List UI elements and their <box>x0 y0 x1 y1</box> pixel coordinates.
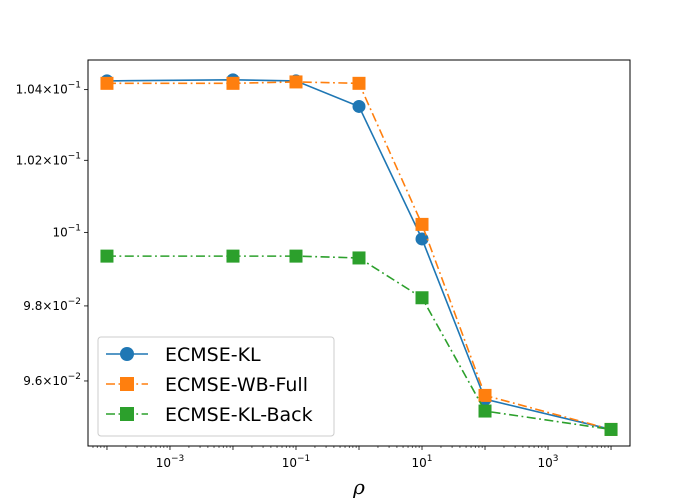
legend-label: ECMSE-KL <box>165 344 261 366</box>
data-point <box>352 99 366 113</box>
series-layer <box>100 73 618 436</box>
data-point <box>100 76 114 90</box>
data-point <box>289 249 303 263</box>
data-point <box>478 404 492 418</box>
y-tick-label: 10−1 <box>52 223 81 239</box>
data-point <box>415 291 429 305</box>
data-point <box>478 388 492 402</box>
legend-label: ECMSE-KL-Back <box>165 404 313 426</box>
x-tick-label: 10−3 <box>156 454 185 470</box>
data-point <box>226 249 240 263</box>
axes-layer: 10−3 10−1 101 103 9.6×10−2 9.8×10−2 10−1 1.02×1… <box>16 81 612 470</box>
data-point <box>352 251 366 265</box>
series-3 <box>100 249 618 436</box>
data-point <box>289 75 303 89</box>
x-tick-label: 10−1 <box>282 454 311 470</box>
data-point <box>352 76 366 90</box>
data-point <box>226 76 240 90</box>
legend-marker <box>120 377 134 391</box>
data-point <box>604 422 618 436</box>
legend-label: ECMSE-WB-Full <box>165 374 308 396</box>
y-tick-label: 9.6×10−2 <box>23 372 81 388</box>
x-tick-label: 103 <box>538 454 559 470</box>
y-tick-label: 1.02×10−1 <box>16 151 81 167</box>
legend: ECMSE-KL ECMSE-WB-Full ECMSE-KL-Back <box>97 336 335 437</box>
x-axis-label: ρ <box>352 475 365 499</box>
series-2 <box>100 75 618 436</box>
legend-box <box>97 336 335 437</box>
data-point <box>415 232 429 246</box>
x-tick-label: 101 <box>412 454 433 470</box>
y-tick-label: 9.8×10−2 <box>23 297 81 313</box>
legend-marker <box>120 347 134 361</box>
plot-frame <box>87 59 631 447</box>
data-point <box>100 249 114 263</box>
legend-marker <box>120 407 134 421</box>
data-point <box>415 217 429 231</box>
y-tick-label: 1.04×10−1 <box>16 81 81 97</box>
